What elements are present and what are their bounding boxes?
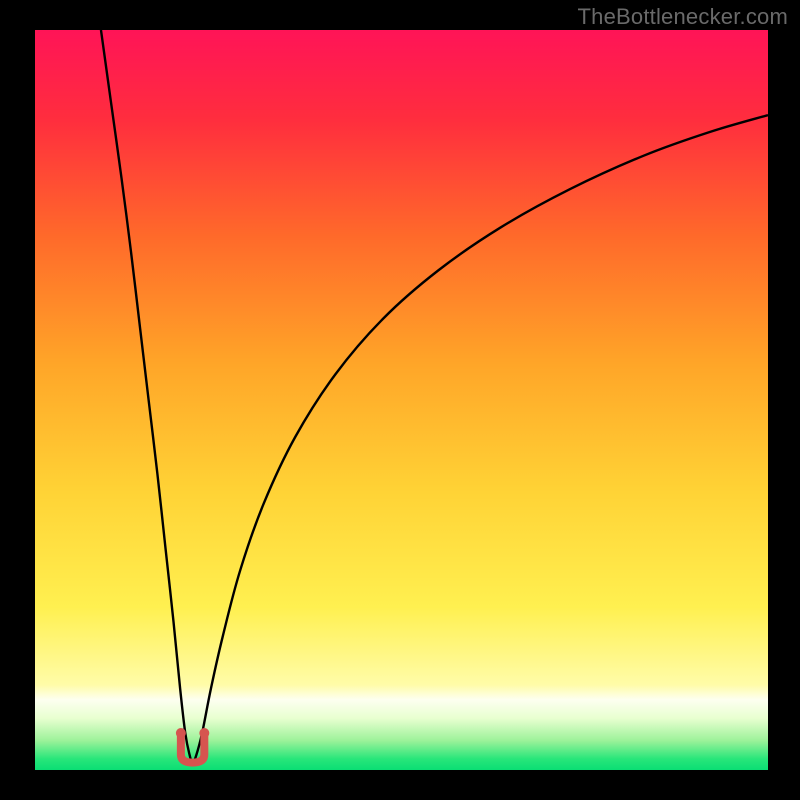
watermark-text: TheBottlenecker.com xyxy=(578,4,788,30)
stage: TheBottlenecker.com xyxy=(0,0,800,800)
bottleneck-chart xyxy=(0,0,800,800)
plot-gradient-background xyxy=(35,30,768,770)
optimum-dip-dot xyxy=(176,728,186,738)
optimum-dip-dot xyxy=(199,728,209,738)
